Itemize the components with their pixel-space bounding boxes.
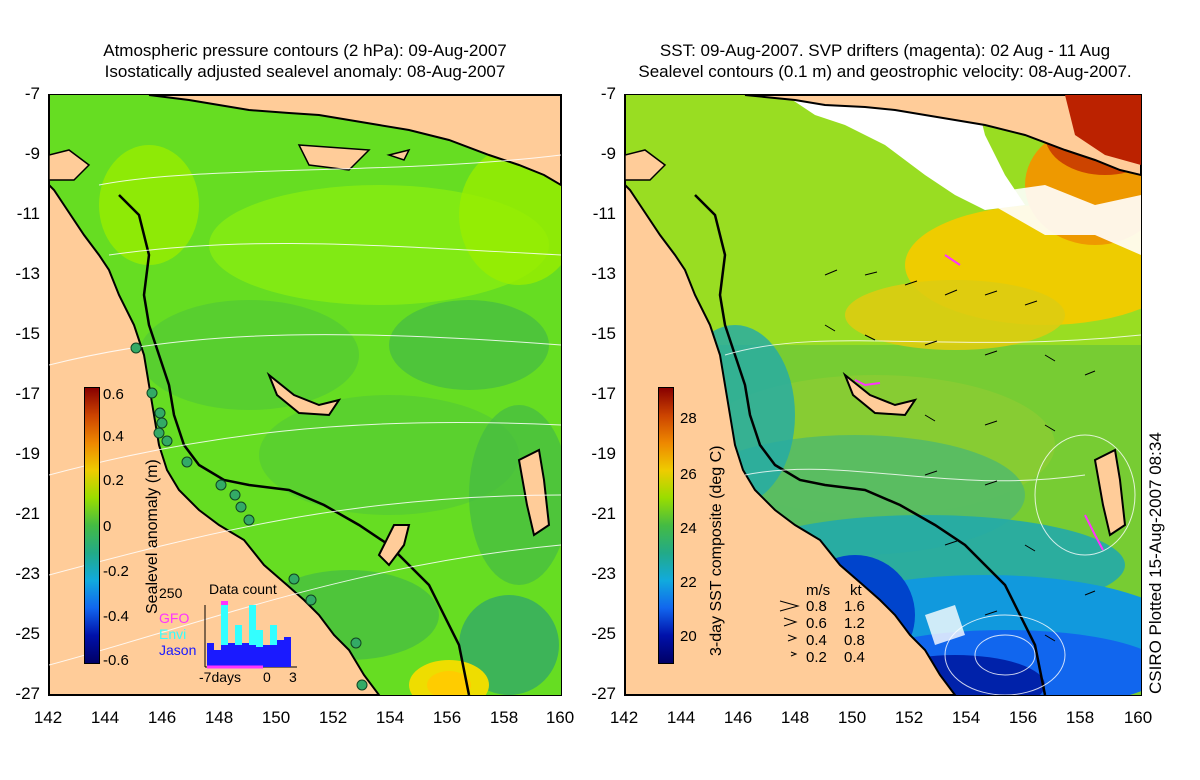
left-cb-tick-2: 0.2 [103,472,124,489]
data-count-inset [204,601,297,669]
right-xtick-7: 156 [1008,708,1038,727]
right-ytick-8: -23 [591,564,616,583]
left-ytick-0: -7 [24,84,40,103]
right-title-line2: Sealevel contours (0.1 m) and geostrophi… [638,62,1132,81]
land-new-guinea-right [744,95,1141,177]
speed-legend-arrows [779,600,800,657]
left-xtick-5: 152 [318,708,348,727]
left-xtick-3: 148 [204,708,234,727]
right-ytick-6: -19 [591,444,616,463]
inset-legend-jason: Jason [159,642,197,658]
speed-legend-row3-ms: 0.2 [806,649,827,666]
right-xtick-1: 144 [666,708,696,727]
left-xtick-8: 158 [489,708,519,727]
right-xtick-8: 158 [1065,708,1095,727]
right-xtick-6: 154 [951,708,981,727]
right-ytick-7: -21 [591,504,616,523]
left-xtick-4: 150 [261,708,291,727]
right-ytick-1: -9 [600,144,616,163]
inset-bars [207,601,291,667]
right-cb-tick-1: 26 [680,466,697,483]
left-ytick-8: -23 [15,564,40,583]
speed-legend-row1-ms: 0.6 [806,615,827,632]
speed-legend-header-kt: kt [850,582,862,599]
coastal-stations [130,342,368,691]
land-new-guinea [148,95,561,187]
right-ytick-3: -13 [591,264,616,283]
left-cb-tick-1: 0.4 [103,428,124,445]
inset-xlabel-start: -7days [199,669,242,685]
left-ytick-5: -17 [15,384,40,403]
right-xtick-9: 160 [1123,708,1153,727]
right-colorbar [658,387,674,664]
left-map-panel: Data count 250 GFO Envi Jason -7days 0 3 [48,94,562,696]
right-xtick-0: 142 [609,708,639,727]
sealevel-anomaly-map [49,95,561,695]
inset-ymax: 250 [159,585,183,601]
speed-legend-row1-kt: 1.2 [844,615,865,632]
right-map-panel [624,94,1142,696]
left-ytick-3: -13 [15,264,40,283]
inset-legend-envi: Envi [159,626,187,642]
left-xtick-9: 160 [545,708,575,727]
speed-legend-header-ms: m/s [806,582,831,599]
left-title-line1: Atmospheric pressure contours (2 hPa): 0… [103,41,507,60]
left-xtick-6: 154 [375,708,405,727]
right-xtick-3: 148 [780,708,810,727]
left-ytick-9: -25 [15,624,40,643]
left-cb-tick-0: 0.6 [103,386,124,403]
right-ytick-2: -11 [592,204,616,223]
right-ytick-9: -25 [591,624,616,643]
left-xtick-7: 156 [432,708,462,727]
right-cb-tick-0: 28 [680,410,697,427]
speed-legend-row0-ms: 0.8 [806,598,827,615]
inset-title: Data count [209,581,277,597]
sealevel-contours [724,334,1141,695]
left-colorbar-label: Sealevel anomaly (m) [144,459,161,614]
speed-legend-row0-kt: 1.6 [844,598,865,615]
land-queensland-right [625,95,957,695]
inset-legend-gfo: GFO [159,610,190,626]
left-ytick-2: -11 [16,204,40,223]
sst-map [625,95,1141,695]
left-cb-tick-3: 0 [103,518,112,535]
inset-xlabel-zero: 0 [263,669,271,685]
right-cb-tick-2: 24 [680,520,697,537]
geostrophic-velocity-arrows [824,269,1096,642]
right-xtick-4: 150 [837,708,867,727]
right-cb-tick-4: 20 [680,628,697,645]
right-xtick-2: 146 [723,708,753,727]
left-xtick-1: 144 [90,708,120,727]
left-title-line2: Isostatically adjusted sealevel anomaly:… [104,62,506,81]
land-queensland [49,95,381,695]
right-ytick-10: -27 [591,684,616,703]
right-title-line1: SST: 09-Aug-2007. SVP drifters (magenta)… [659,41,1111,60]
left-xtick-2: 146 [147,708,177,727]
left-cb-tick-6: -0.6 [103,652,129,669]
speed-legend-row3-kt: 0.4 [844,649,865,666]
right-ytick-5: -17 [591,384,616,403]
right-ytick-4: -15 [591,324,616,343]
left-ytick-4: -15 [15,324,40,343]
speed-legend-row2-kt: 0.8 [844,632,865,649]
drifter-tracks [854,254,1104,551]
left-cb-tick-4: -0.2 [103,563,129,580]
speed-legend-row2-ms: 0.4 [806,632,827,649]
left-ytick-1: -9 [24,144,40,163]
left-colorbar [84,387,100,664]
right-colorbar-label: 3-day SST composite (deg C) [708,445,725,656]
left-xtick-0: 142 [33,708,63,727]
credit-label: CSIRO Plotted 15-Aug-2007 08:34 [1146,432,1165,694]
right-ytick-0: -7 [600,84,616,103]
left-ytick-10: -27 [15,684,40,703]
pressure-contours [49,154,561,666]
right-cb-tick-3: 22 [680,574,697,591]
cloud-mask [785,95,1141,645]
left-ytick-6: -19 [15,444,40,463]
left-ytick-7: -21 [15,504,40,523]
inset-xlabel-end: 3 [289,669,297,685]
right-xtick-5: 152 [894,708,924,727]
left-cb-tick-5: -0.4 [103,608,129,625]
